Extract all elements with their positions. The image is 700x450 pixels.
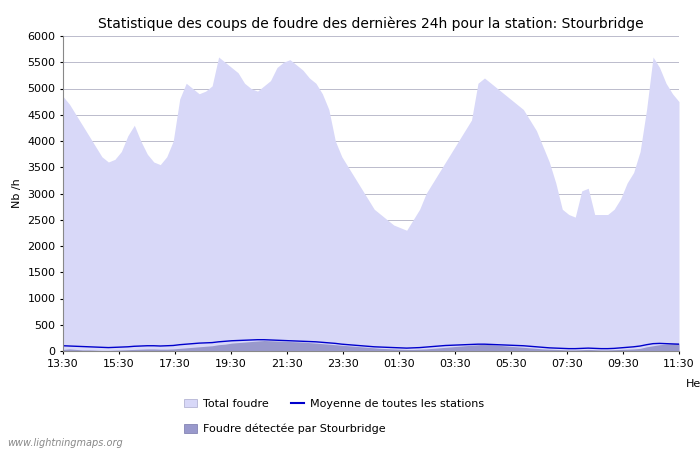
Legend: Foudre détectée par Stourbridge: Foudre détectée par Stourbridge	[179, 419, 390, 439]
Text: www.lightningmaps.org: www.lightningmaps.org	[7, 438, 122, 448]
Y-axis label: Nb /h: Nb /h	[12, 179, 22, 208]
Title: Statistique des coups de foudre des dernières 24h pour la station: Stourbridge: Statistique des coups de foudre des dern…	[98, 16, 644, 31]
Text: Heure: Heure	[686, 379, 700, 389]
